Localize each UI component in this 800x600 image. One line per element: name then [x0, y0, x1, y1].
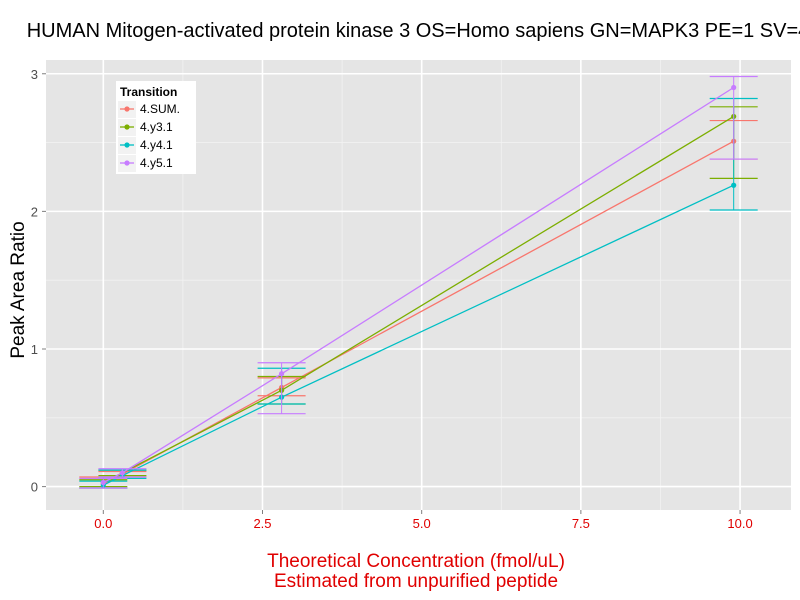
x-tick-label: 10.0 — [727, 516, 752, 531]
legend-label: 4.y5.1 — [140, 156, 173, 170]
x-tick-label: 7.5 — [572, 516, 590, 531]
legend-label: 4.y4.1 — [140, 138, 173, 152]
series-4y51 — [79, 75, 758, 489]
legend-key-point — [124, 142, 130, 148]
x-tick-label: 2.5 — [253, 516, 271, 531]
x-tick-label: 0.0 — [94, 516, 112, 531]
y-tick-label: 0 — [31, 480, 38, 495]
chart-title: HUMAN Mitogen-activated protein kinase 3… — [27, 20, 800, 42]
legend-key-point — [124, 160, 130, 166]
series-layer — [79, 75, 758, 489]
legend: Transition 4.SUM. 4.y3.1 4.y4.1 4.y5.1 — [116, 81, 196, 174]
y-axis-label: Peak Area Ratio — [8, 221, 29, 358]
y-tick-label: 2 — [31, 204, 38, 219]
axis-layer: 0.0 2.5 5.0 7.5 10.0 0 1 2 3 — [31, 67, 753, 531]
data-point — [278, 371, 285, 377]
legend-key-point — [124, 124, 130, 130]
x-axis-label-line1: Theoretical Concentration (fmol/uL) — [267, 551, 565, 572]
legend-label: 4.y3.1 — [140, 120, 173, 134]
data-point — [100, 479, 106, 486]
data-point — [119, 470, 126, 476]
legend-key-point — [124, 106, 130, 112]
series-line — [103, 86, 735, 484]
series-line — [103, 184, 734, 486]
data-point — [731, 182, 737, 188]
data-point — [731, 84, 737, 91]
legend-label: 4.SUM. — [140, 102, 180, 116]
legend-title: Transition — [120, 85, 177, 99]
x-tick-label: 5.0 — [413, 516, 431, 531]
x-axis-label-line2: Estimated from unpurified peptide — [274, 571, 558, 592]
y-tick-label: 3 — [31, 67, 38, 82]
y-tick-label: 1 — [31, 342, 38, 357]
